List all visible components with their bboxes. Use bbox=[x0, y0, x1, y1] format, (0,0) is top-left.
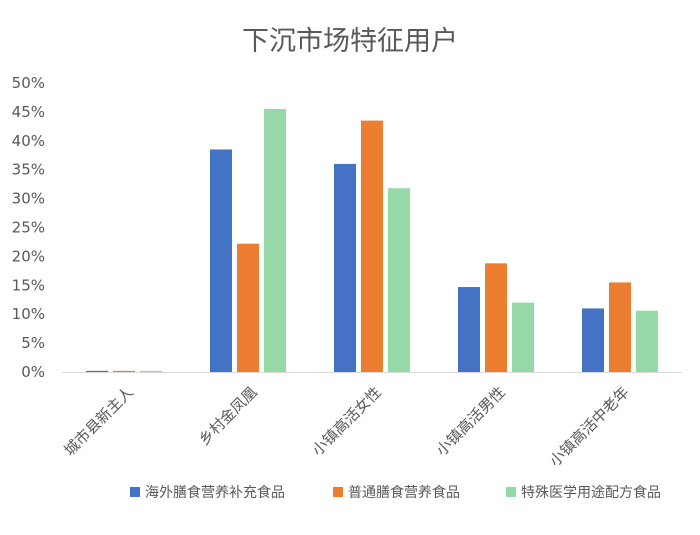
legend-item: 普通膳食营养食品 bbox=[333, 484, 460, 501]
y-tick-label: 15% bbox=[12, 276, 45, 294]
legend-item: 特殊医学用途配方食品 bbox=[506, 484, 661, 501]
legend-label: 普通膳食营养食品 bbox=[348, 484, 460, 501]
y-tick-label: 40% bbox=[12, 132, 45, 150]
legend: 海外膳食营养补充食品 普通膳食营养食品 特殊医学用途配方食品 bbox=[130, 484, 661, 501]
x-tick-label: 小镇高活中老年 bbox=[546, 383, 633, 470]
x-tick-label: 小镇高活男性 bbox=[432, 383, 508, 459]
y-tick-label: 5% bbox=[21, 334, 45, 352]
x-tick-label: 乡村金凤凰 bbox=[195, 383, 261, 449]
bar bbox=[210, 149, 232, 372]
y-tick-label: 45% bbox=[12, 103, 45, 121]
legend-item: 海外膳食营养补充食品 bbox=[130, 484, 285, 501]
bar bbox=[361, 120, 383, 372]
bars bbox=[86, 109, 658, 372]
bar bbox=[388, 188, 410, 372]
bar bbox=[334, 163, 356, 372]
bar bbox=[113, 370, 135, 372]
bar bbox=[636, 310, 658, 372]
bar bbox=[237, 243, 259, 372]
bar bbox=[582, 308, 604, 372]
bar bbox=[512, 302, 534, 372]
x-axis-labels: 城市县新主人 乡村金凤凰 小镇高活女性 小镇高活男性 小镇高活中老年 bbox=[60, 383, 632, 470]
y-tick-label: 0% bbox=[21, 363, 45, 381]
bar bbox=[609, 282, 631, 372]
legend-swatch bbox=[130, 487, 140, 497]
y-tick-label: 10% bbox=[12, 305, 45, 323]
bar bbox=[140, 370, 162, 372]
y-tick-label: 30% bbox=[12, 190, 45, 208]
chart-title: 下沉市场特征用户 bbox=[242, 26, 458, 57]
legend-label: 海外膳食营养补充食品 bbox=[145, 484, 285, 501]
y-tick-label: 25% bbox=[12, 219, 45, 237]
legend-swatch bbox=[333, 487, 343, 497]
x-tick-label: 城市县新主人 bbox=[60, 383, 136, 459]
y-tick-label: 50% bbox=[12, 74, 45, 92]
y-tick-label: 20% bbox=[12, 247, 45, 265]
x-tick-label: 小镇高活女性 bbox=[308, 383, 384, 459]
bar bbox=[458, 287, 480, 372]
legend-label: 特殊医学用途配方食品 bbox=[521, 484, 661, 501]
legend-swatch bbox=[506, 487, 516, 497]
y-tick-label: 35% bbox=[12, 161, 45, 179]
bar bbox=[485, 263, 507, 372]
bar bbox=[264, 109, 286, 372]
bar bbox=[86, 370, 108, 372]
y-axis: 0% 5% 10% 15% 20% 25% 30% 35% 40% 45% 50% bbox=[12, 74, 45, 381]
